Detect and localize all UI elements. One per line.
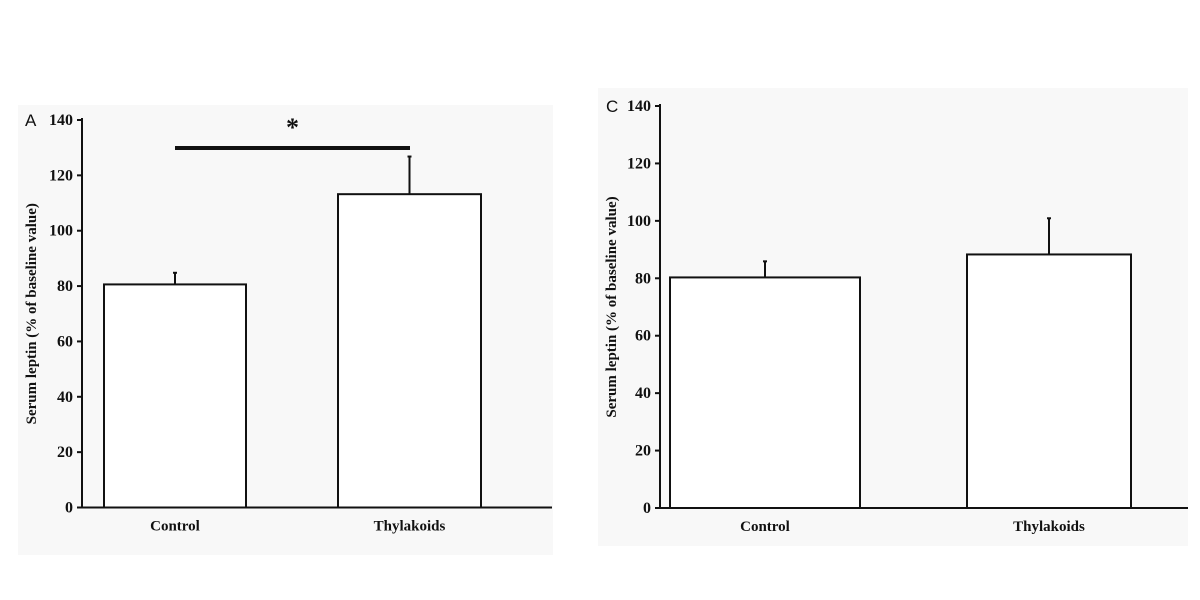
- bar-thylakoids: [966, 253, 1132, 509]
- y-tick-label: 60: [57, 333, 73, 350]
- y-tick-label: 0: [65, 500, 73, 517]
- y-tick-label: 100: [49, 223, 73, 240]
- bar-control: [669, 276, 861, 509]
- x-tick-label: Control: [740, 519, 790, 535]
- y-tick-label: 80: [635, 270, 651, 287]
- x-tick-label: Control: [150, 519, 200, 535]
- y-tick-label: 140: [627, 98, 651, 115]
- y-axis-label: Serum leptin (% of baseline value): [24, 203, 40, 424]
- panel-a: 0 20 40 60 80 100 120 140 A Serum leptin (% of ba…: [24, 111, 552, 535]
- y-tick-label: 40: [57, 389, 73, 406]
- y-tick-label: 40: [635, 385, 651, 402]
- x-tick-label: Thylakoids: [1013, 519, 1085, 535]
- significance-marker: *: [286, 113, 299, 142]
- panel-label: A: [25, 111, 37, 130]
- y-tick-label: 140: [49, 112, 73, 129]
- panel-c: 0 20 40 60 80 100 120 140 C Serum leptin (% of ba…: [604, 97, 1188, 535]
- y-tick-label: 80: [57, 278, 73, 295]
- y-tick-label: 0: [643, 500, 651, 517]
- y-tick-label: 120: [627, 155, 651, 172]
- y-axis-label: Serum leptin (% of baseline value): [604, 196, 620, 417]
- y-tick-label: 120: [49, 167, 73, 184]
- panel-label: C: [606, 97, 618, 116]
- y-tick-label: 20: [57, 444, 73, 461]
- y-tick-label: 20: [635, 443, 651, 460]
- bar-thylakoids: [337, 193, 482, 509]
- bar-control: [103, 283, 247, 509]
- y-tick-label: 100: [627, 213, 651, 230]
- y-tick-label: 60: [635, 328, 651, 345]
- x-tick-label: Thylakoids: [374, 519, 446, 535]
